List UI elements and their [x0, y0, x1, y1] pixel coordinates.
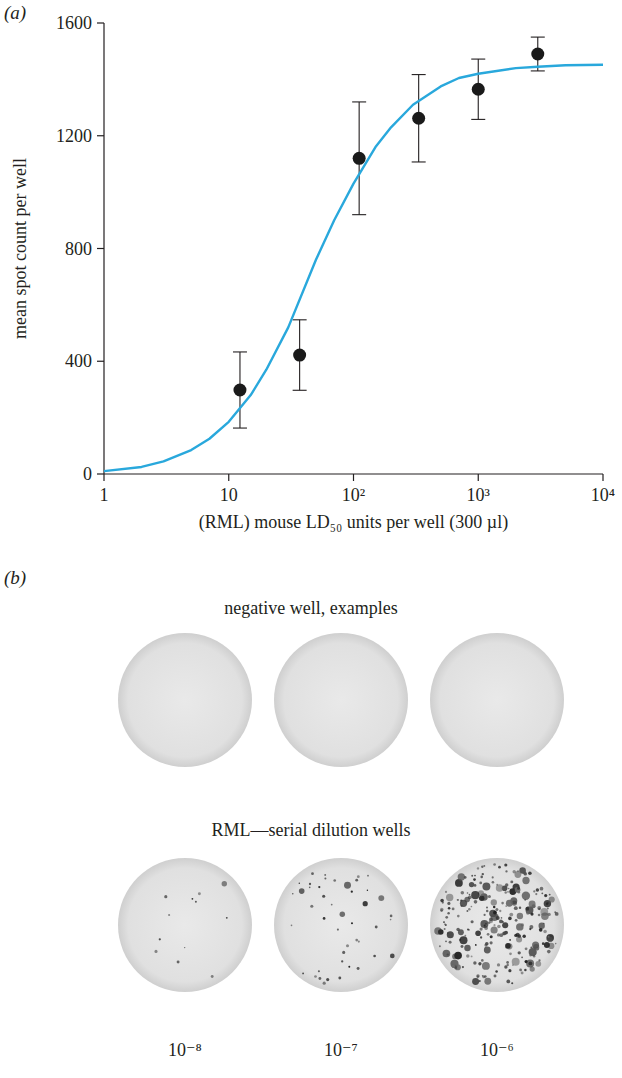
- negative-well: [430, 633, 564, 767]
- x-tick: [602, 474, 603, 481]
- x-tick-label: 1: [100, 485, 109, 505]
- dilution-well: [274, 858, 408, 992]
- y-axis-label: mean spot count per well: [10, 158, 30, 339]
- dilution-label: 10⁻⁶: [480, 1040, 514, 1060]
- figure: (a) 0 400 800 1200 1600 1 10 10² 10³ 10⁴ (RML) mous…: [0, 0, 622, 1078]
- error-bar: [471, 59, 485, 119]
- y-tick-label: 0: [83, 464, 92, 484]
- error-bar: [293, 320, 307, 390]
- section-title: RML—serial dilution wells: [212, 820, 411, 840]
- y-tick-label: 400: [65, 351, 92, 371]
- x-tick-label: 10³: [467, 485, 491, 505]
- dilution-label: 10⁻⁷: [324, 1040, 358, 1060]
- data-point: [412, 112, 425, 125]
- y-tick: [97, 135, 104, 136]
- y-tick: [97, 22, 104, 23]
- section-title: negative well, examples: [224, 598, 397, 618]
- negative-well: [274, 633, 408, 767]
- panel-label: (b): [4, 567, 26, 589]
- x-axis-label: (RML) mouse LD₅₀ units per well (300 µl): [199, 512, 508, 533]
- dilution-well: [118, 858, 252, 992]
- data-point: [472, 83, 485, 96]
- data-point: [353, 152, 366, 165]
- x-tick-label: 10⁴: [591, 485, 615, 505]
- y-tick-label: 1200: [56, 126, 92, 146]
- data-point: [233, 384, 246, 397]
- error-bar: [352, 102, 366, 215]
- dilution-label: 10⁻⁸: [168, 1040, 202, 1060]
- fit-curve: [104, 65, 603, 471]
- negative-well: [118, 633, 252, 767]
- plot-area: [104, 37, 603, 471]
- y-tick: [97, 248, 104, 249]
- y-tick: [97, 361, 104, 362]
- y-tick: [97, 473, 104, 474]
- x-tick: [478, 474, 479, 481]
- x-tick-label: 10: [220, 485, 238, 505]
- y-tick-label: 1600: [56, 13, 92, 33]
- panel-label: (a): [4, 2, 26, 24]
- error-bar: [412, 75, 426, 162]
- y-tick-label: 800: [65, 239, 92, 259]
- error-bar: [233, 352, 247, 428]
- data-point: [531, 48, 544, 61]
- x-tick: [353, 474, 354, 481]
- data-point: [293, 349, 306, 362]
- x-tick: [228, 474, 229, 481]
- x-tick-label: 10²: [342, 485, 365, 505]
- x-tick: [103, 474, 104, 481]
- dilution-well: [430, 858, 564, 992]
